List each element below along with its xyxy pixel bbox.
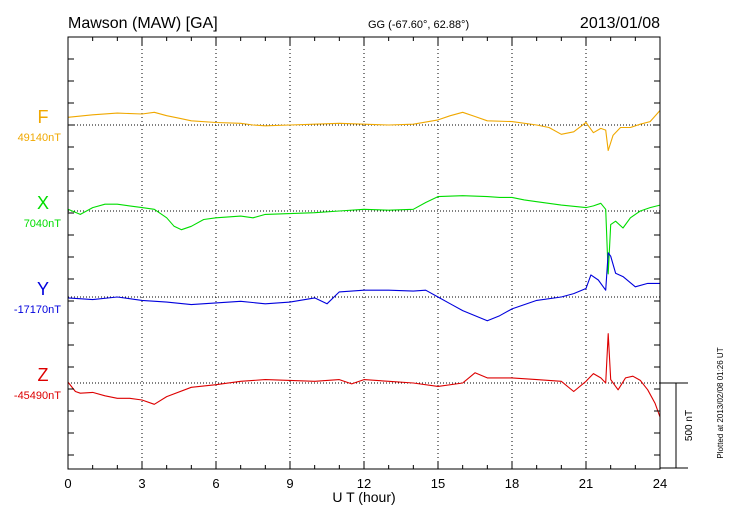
series-line-Z [67, 333, 661, 418]
baseline-value-Y: -17170nT [14, 304, 61, 316]
x-tick-label-15: 15 [431, 476, 445, 491]
plot-date: 2013/01/08 [580, 15, 660, 32]
station-title: Mawson (MAW) [GA] [68, 15, 218, 32]
series-line-Y [67, 252, 660, 322]
x-tick-label-9: 9 [286, 476, 293, 491]
series-line-X [67, 195, 661, 275]
scale-bar-label: 500 nT [684, 410, 695, 441]
scale-bar: 500 nT [660, 382, 695, 469]
x-tick-label-21: 21 [579, 476, 593, 491]
component-label-Y: Y [37, 279, 49, 299]
component-label-X: X [37, 193, 49, 213]
series-layer [67, 110, 661, 418]
x-tick-label-3: 3 [138, 476, 145, 491]
component-label-Z: Z [38, 365, 49, 385]
plotted-timestamp: Plotted at 2013/02/08 01:26 UT [716, 347, 725, 458]
x-axis: 0 3 6 9 12 15 18 21 24 [64, 37, 667, 491]
x-tick-label-6: 6 [212, 476, 219, 491]
x-tick-label-0: 0 [64, 476, 71, 491]
component-labels: F 49140nT X 7040nT Y -17170nT Z -45490nT [14, 107, 61, 402]
x-tick-label-24: 24 [653, 476, 667, 491]
series-line-F [67, 110, 661, 152]
x-tick-label-18: 18 [505, 476, 519, 491]
baseline-value-F: 49140nT [18, 132, 62, 144]
x-tick-label-12: 12 [357, 476, 371, 491]
component-label-F: F [38, 107, 49, 127]
baseline-value-X: 7040nT [24, 218, 62, 230]
grid-layer [141, 37, 587, 469]
station-coordinates: GG (-67.60°, 62.88°) [368, 19, 469, 31]
baseline-value-Z: -45490nT [14, 390, 61, 402]
x-axis-title: U T (hour) [332, 489, 395, 505]
